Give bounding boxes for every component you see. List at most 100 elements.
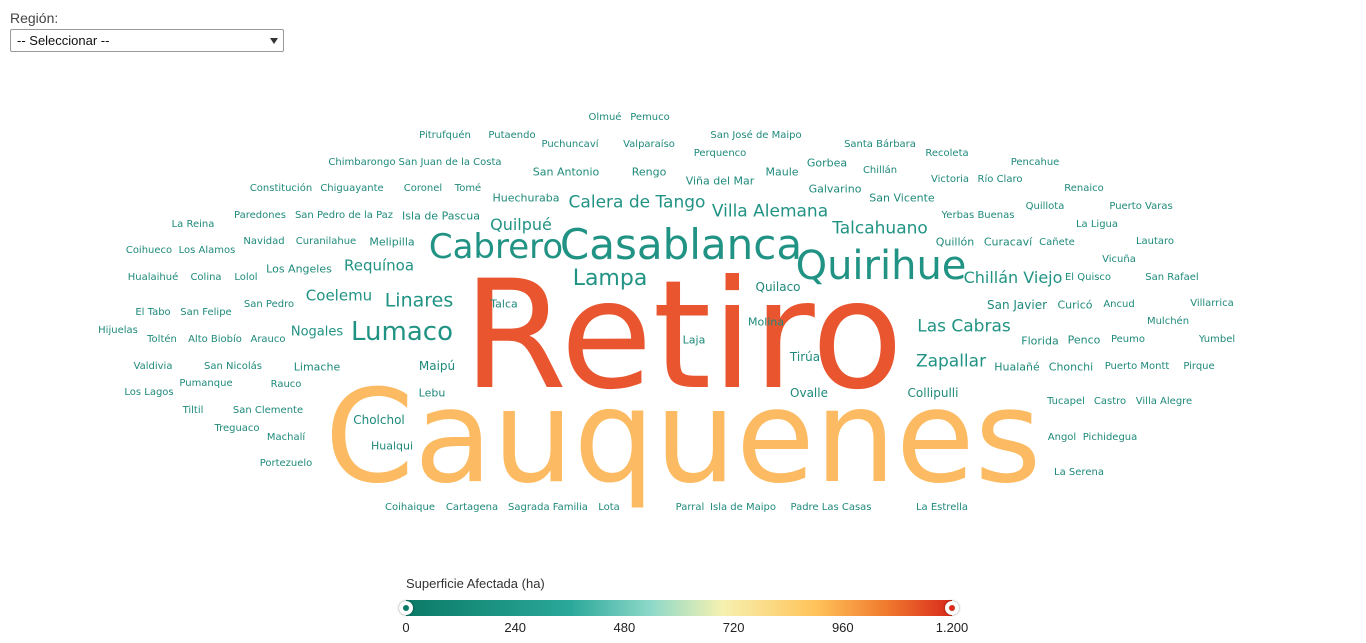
word-vicuña[interactable]: Vicuña	[1102, 254, 1136, 265]
legend-max-handle[interactable]	[945, 601, 959, 615]
word-molina[interactable]: Molina	[747, 315, 785, 329]
word-cauquenes[interactable]: Cauquenes	[324, 363, 1042, 512]
word-el-quisco[interactable]: El Quisco	[1064, 272, 1112, 283]
word-hualqui[interactable]: Hualqui	[370, 439, 414, 453]
word-lota[interactable]: Lota	[598, 502, 620, 513]
word-arauco[interactable]: Arauco	[250, 334, 286, 345]
word-portezuelo[interactable]: Portezuelo	[259, 458, 313, 469]
word-las-cabras[interactable]: Las Cabras	[917, 316, 1011, 337]
word-san-vicente[interactable]: San Vicente	[869, 191, 935, 205]
word-curicó[interactable]: Curicó	[1057, 298, 1093, 312]
word-putaendo[interactable]: Putaendo	[488, 130, 536, 141]
word-constitución[interactable]: Constitución	[249, 183, 313, 194]
word-navidad[interactable]: Navidad	[243, 236, 285, 247]
word-hijuelas[interactable]: Hijuelas	[98, 325, 138, 336]
word-castro[interactable]: Castro	[1093, 396, 1127, 407]
word-curacaví[interactable]: Curacaví	[983, 235, 1033, 249]
word-pumanque[interactable]: Pumanque	[179, 378, 233, 389]
word-olmué[interactable]: Olmué	[588, 112, 622, 123]
word-collipulli[interactable]: Collipulli	[907, 386, 959, 400]
word-san-pedro[interactable]: San Pedro	[243, 299, 295, 310]
word-villarrica[interactable]: Villarrica	[1190, 298, 1234, 309]
word-chonchi[interactable]: Chonchi	[1048, 360, 1094, 374]
word-coelemu[interactable]: Coelemu	[305, 286, 373, 305]
word-chiguayante[interactable]: Chiguayante	[320, 183, 384, 194]
word-maule[interactable]: Maule	[765, 165, 799, 179]
word-villa-alemana[interactable]: Villa Alemana	[711, 201, 829, 222]
word-pencahue[interactable]: Pencahue	[1010, 157, 1060, 168]
word-yumbel[interactable]: Yumbel	[1198, 334, 1236, 345]
word-san-felipe[interactable]: San Felipe	[180, 307, 232, 318]
word-lebu[interactable]: Lebu	[418, 386, 446, 400]
word-toltén[interactable]: Toltén	[147, 334, 177, 345]
word-requínoa[interactable]: Requínoa	[343, 256, 415, 275]
word-chillán-viejo[interactable]: Chillán Viejo	[963, 268, 1063, 287]
word-valparaíso[interactable]: Valparaíso	[623, 139, 675, 150]
word-quilaco[interactable]: Quilaco	[755, 280, 801, 294]
word-isla-de-pascua[interactable]: Isla de Pascua	[402, 209, 480, 223]
word-treguaco[interactable]: Treguaco	[214, 423, 260, 434]
word-lautaro[interactable]: Lautaro	[1135, 236, 1175, 247]
word-valdivia[interactable]: Valdivia	[133, 361, 173, 372]
word-mulchén[interactable]: Mulchén	[1146, 316, 1190, 327]
word-yerbas-buenas[interactable]: Yerbas Buenas	[941, 210, 1015, 221]
word-isla-de-maipo[interactable]: Isla de Maipo	[710, 502, 776, 513]
word-los-alamos[interactable]: Los Alamos	[178, 245, 236, 256]
word-cañete[interactable]: Cañete	[1039, 237, 1075, 248]
word-chillán[interactable]: Chillán	[862, 165, 898, 176]
word-río-claro[interactable]: Río Claro	[977, 174, 1023, 185]
word-ancud[interactable]: Ancud	[1103, 299, 1135, 310]
word-alto-biobío[interactable]: Alto Biobío	[188, 334, 242, 345]
word-colina[interactable]: Colina	[190, 272, 222, 283]
word-los-angeles[interactable]: Los Angeles	[266, 262, 332, 276]
word-tomé[interactable]: Tomé	[454, 183, 482, 194]
word-recoleta[interactable]: Recoleta	[925, 148, 969, 159]
word-puchuncaví[interactable]: Puchuncaví	[541, 139, 599, 150]
word-nogales[interactable]: Nogales	[290, 324, 344, 340]
word-casablanca[interactable]: Casablanca	[559, 220, 803, 269]
word-laja[interactable]: Laja	[682, 333, 706, 347]
word-florida[interactable]: Florida	[1021, 334, 1059, 348]
word-quirihue[interactable]: Quirihue	[795, 243, 967, 289]
word-lampa[interactable]: Lampa	[572, 266, 648, 291]
word-zapallar[interactable]: Zapallar	[915, 351, 987, 372]
word-quilpué[interactable]: Quilpué	[490, 215, 552, 234]
word-san-josé-de-maipo[interactable]: San José de Maipo	[710, 130, 802, 141]
word-cartagena[interactable]: Cartagena	[445, 502, 499, 513]
region-select[interactable]: -- Seleccionar --	[10, 29, 284, 52]
word-parral[interactable]: Parral	[675, 502, 705, 513]
word-sagrada-familia[interactable]: Sagrada Familia	[508, 502, 588, 513]
word-quillota[interactable]: Quillota	[1025, 201, 1065, 212]
word-hualañé[interactable]: Hualañé	[994, 360, 1040, 374]
word-coihueco[interactable]: Coihueco	[125, 245, 173, 256]
word-san-pedro-de-la-paz[interactable]: San Pedro de la Paz	[294, 210, 394, 221]
word-san-rafael[interactable]: San Rafael	[1145, 272, 1199, 283]
word-peumo[interactable]: Peumo	[1110, 334, 1146, 345]
word-padre-las-casas[interactable]: Padre Las Casas	[790, 502, 872, 513]
word-san-antonio[interactable]: San Antonio	[532, 165, 600, 179]
word-san-javier[interactable]: San Javier	[986, 298, 1048, 312]
word-cabrero[interactable]: Cabrero	[428, 227, 564, 267]
word-ovalle[interactable]: Ovalle	[790, 386, 828, 400]
word-la-ligua[interactable]: La Ligua	[1075, 219, 1119, 230]
word-maipú[interactable]: Maipú	[418, 359, 456, 373]
legend-min-handle[interactable]	[399, 601, 413, 615]
word-renaico[interactable]: Renaico	[1064, 183, 1104, 194]
word-machalí[interactable]: Machalí	[266, 432, 306, 443]
word-pirque[interactable]: Pirque	[1183, 361, 1215, 372]
word-lolol[interactable]: Lolol	[234, 272, 258, 283]
word-angol[interactable]: Angol	[1047, 432, 1077, 443]
word-linares[interactable]: Linares	[384, 289, 454, 312]
word-curanilahue[interactable]: Curanilahue	[295, 236, 357, 247]
word-calera-de-tango[interactable]: Calera de Tango	[568, 192, 706, 213]
word-san-juan-de-la-costa[interactable]: San Juan de la Costa	[398, 157, 502, 168]
word-rengo[interactable]: Rengo	[631, 165, 667, 179]
word-coihaique[interactable]: Coihaique	[385, 502, 435, 513]
word-puerto-montt[interactable]: Puerto Montt	[1104, 361, 1170, 372]
word-hualaihué[interactable]: Hualaihué	[127, 272, 179, 283]
word-tiltil[interactable]: Tiltil	[182, 405, 204, 416]
word-gorbea[interactable]: Gorbea	[806, 156, 848, 170]
word-retiro[interactable]: Retiro	[462, 249, 904, 423]
word-tirúa[interactable]: Tirúa	[789, 350, 821, 364]
word-cholchol[interactable]: Cholchol	[353, 413, 405, 427]
